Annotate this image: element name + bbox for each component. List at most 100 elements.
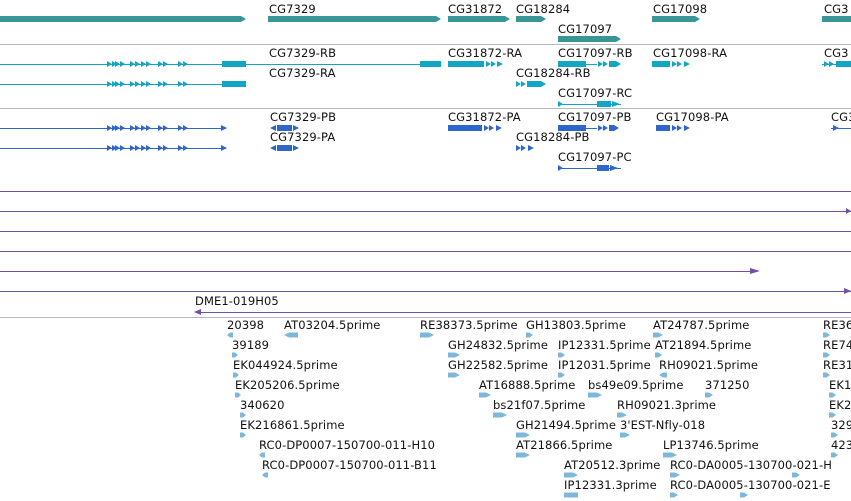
transcript-exon[interactable] — [597, 101, 611, 107]
est-glyph[interactable] — [823, 352, 830, 358]
gene-glyph[interactable] — [448, 16, 510, 22]
est-label[interactable]: AT20512.3prime — [564, 458, 661, 472]
est-label[interactable]: AT16888.5prime — [479, 378, 576, 392]
cds-segment[interactable] — [484, 125, 489, 131]
transcript-label[interactable]: CG7329-RB — [269, 46, 337, 60]
est-glyph[interactable] — [705, 392, 713, 398]
est-label[interactable]: RC0-DA0005-130700-021-E — [670, 478, 831, 492]
est-label[interactable]: GH22582.5prime — [448, 358, 549, 372]
est-label[interactable]: RC0-DP0007-150700-011-H10 — [259, 438, 436, 452]
cds-segment[interactable] — [163, 145, 168, 151]
est-glyph[interactable] — [232, 352, 238, 358]
transcript-exon[interactable] — [222, 61, 246, 67]
est-glyph[interactable] — [831, 432, 838, 438]
est-label[interactable]: RE74 — [823, 338, 851, 352]
cds-segment[interactable] — [833, 125, 839, 131]
est-label[interactable]: GH24832.5prime — [448, 338, 549, 352]
cds-segment[interactable] — [141, 145, 146, 151]
gene-label[interactable]: CG7329 — [269, 2, 316, 16]
est-glyph[interactable] — [792, 472, 800, 478]
cds-segment[interactable] — [135, 145, 140, 151]
transcript-exon[interactable] — [115, 61, 120, 67]
transcript-label[interactable]: CG31872-RA — [448, 46, 523, 60]
gene-glyph[interactable] — [516, 16, 546, 22]
transcript-exon[interactable] — [598, 61, 603, 67]
cds-segment[interactable] — [158, 125, 163, 131]
est-glyph[interactable] — [663, 452, 677, 458]
cds-segment[interactable] — [270, 145, 276, 151]
transcript-exon[interactable] — [135, 81, 140, 87]
transcript-exon[interactable] — [448, 61, 484, 67]
cds-label[interactable]: CG17097-PB — [558, 110, 632, 124]
est-label[interactable]: EK2 — [829, 398, 851, 412]
est-glyph[interactable] — [516, 432, 530, 438]
est-label[interactable]: RC0-DA0005-130700-021-H — [670, 458, 832, 472]
cds-segment[interactable] — [130, 125, 135, 131]
est-label[interactable]: 39189 — [232, 338, 270, 352]
transcript-exon[interactable] — [158, 81, 163, 87]
est-glyph[interactable] — [235, 392, 241, 398]
est-glyph[interactable] — [620, 432, 630, 438]
transcript-exon[interactable] — [829, 61, 834, 67]
est-label[interactable]: AT24787.5prime — [653, 318, 750, 332]
cds-label[interactable]: CG7329-PA — [270, 130, 336, 144]
cds-segment[interactable] — [277, 125, 292, 131]
est-label[interactable]: IP12331.5prime — [558, 338, 651, 352]
est-label[interactable]: IP12331.3prime — [564, 478, 657, 492]
transcript-exon[interactable] — [558, 101, 563, 107]
transcript-label[interactable]: CG7329-RA — [269, 66, 336, 80]
est-label[interactable]: AT21866.5prime — [516, 438, 613, 452]
transcript-label[interactable]: CG17098-RA — [653, 46, 728, 60]
est-glyph[interactable] — [516, 452, 530, 458]
est-label[interactable]: 423 — [831, 438, 851, 452]
transcript-exon[interactable] — [107, 61, 112, 67]
est-label[interactable]: IP12031.5prime — [558, 358, 651, 372]
transcript-exon[interactable] — [158, 61, 163, 67]
transcript-exon[interactable] — [112, 81, 117, 87]
transcript-exon[interactable] — [183, 81, 188, 87]
cds-segment[interactable] — [277, 145, 292, 151]
est-label[interactable]: 329 — [831, 418, 851, 432]
gene-glyph[interactable] — [822, 16, 851, 22]
transcript-exon[interactable] — [836, 61, 851, 67]
gene-glyph[interactable] — [558, 36, 621, 42]
transcript-exon[interactable] — [603, 61, 608, 67]
transcript-exon[interactable] — [112, 61, 117, 67]
est-label[interactable]: RH09021.3prime — [617, 398, 717, 412]
cds-segment[interactable] — [163, 125, 168, 131]
cds-segment[interactable] — [120, 125, 125, 131]
alignment-arrow[interactable] — [194, 309, 201, 315]
cds-segment[interactable] — [178, 145, 183, 151]
est-glyph[interactable] — [588, 392, 602, 398]
est-glyph[interactable] — [823, 372, 830, 378]
est-label[interactable]: RE38373.5prime — [420, 318, 518, 332]
cds-segment[interactable] — [120, 145, 125, 151]
gene-glyph[interactable] — [268, 16, 441, 22]
est-glyph[interactable] — [240, 412, 246, 418]
transcript-exon[interactable] — [141, 61, 146, 67]
cds-segment[interactable] — [656, 125, 670, 131]
est-label[interactable]: GH13803.5prime — [526, 318, 627, 332]
est-label[interactable]: AT21894.5prime — [655, 338, 752, 352]
gene-label[interactable]: CG18284 — [516, 2, 571, 16]
transcript-exon[interactable] — [163, 81, 168, 87]
transcript-exon[interactable] — [652, 61, 670, 67]
transcript-exon[interactable] — [684, 61, 690, 67]
cds-segment[interactable] — [112, 125, 117, 131]
cds-segment[interactable] — [496, 125, 502, 131]
cds-segment[interactable] — [146, 125, 151, 131]
transcript-exon[interactable] — [107, 81, 112, 87]
cds-segment[interactable] — [107, 145, 112, 151]
cds-segment[interactable] — [597, 165, 609, 171]
transcript-label[interactable]: CG18284-RB — [516, 66, 591, 80]
est-glyph[interactable] — [526, 332, 533, 338]
cds-segment[interactable] — [158, 145, 163, 151]
cds-segment[interactable] — [221, 125, 227, 131]
cds-label[interactable]: CG18284-PB — [516, 130, 590, 144]
transcript-exon[interactable] — [516, 81, 521, 87]
est-glyph[interactable] — [740, 492, 748, 498]
transcript-exon[interactable] — [163, 61, 168, 67]
est-label[interactable]: RH09021.5prime — [659, 358, 759, 372]
est-label[interactable]: GH21494.5prime — [516, 418, 617, 432]
alignment-arrow[interactable] — [846, 208, 851, 214]
